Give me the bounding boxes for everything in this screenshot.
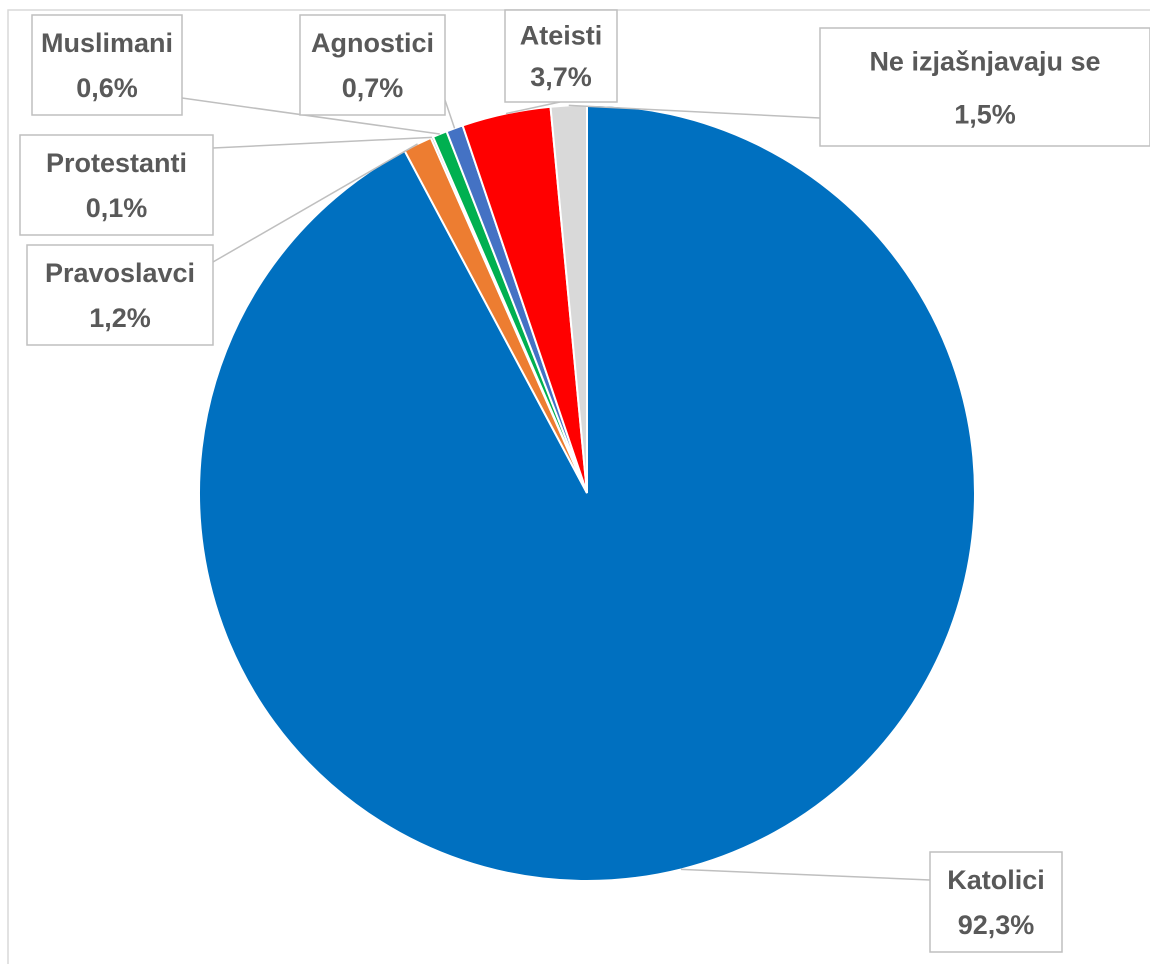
value-label: 0,6% xyxy=(76,73,138,103)
category-label: Katolici xyxy=(947,865,1045,895)
leader-line xyxy=(568,104,821,119)
leader-line xyxy=(681,868,931,881)
value-label: 92,3% xyxy=(958,910,1035,940)
label-box xyxy=(26,244,214,346)
leader-line xyxy=(181,97,440,135)
label-box xyxy=(819,27,1150,147)
label-box xyxy=(929,851,1063,953)
category-label: Ne izjašnjavaju se xyxy=(869,47,1100,77)
value-label: 0,1% xyxy=(86,193,148,223)
category-label: Muslimani xyxy=(41,28,173,58)
leader-line xyxy=(505,101,561,115)
label-box xyxy=(19,134,214,236)
value-label: 3,7% xyxy=(530,62,592,92)
pie-slice xyxy=(549,103,588,494)
value-label: 0,7% xyxy=(342,73,404,103)
category-label: Agnostici xyxy=(311,28,434,58)
category-label: Protestanti xyxy=(46,148,187,178)
leader-line xyxy=(212,143,418,263)
label-box xyxy=(299,14,446,116)
chart-frame xyxy=(7,9,1150,964)
category-label: Pravoslavci xyxy=(45,258,195,288)
label-box xyxy=(31,14,183,116)
label-box xyxy=(504,9,618,103)
category-label: Ateisti xyxy=(520,21,603,51)
leader-line xyxy=(444,99,456,129)
value-label: 1,5% xyxy=(954,100,1016,130)
value-label: 1,2% xyxy=(89,303,151,333)
leader-line xyxy=(212,136,432,149)
